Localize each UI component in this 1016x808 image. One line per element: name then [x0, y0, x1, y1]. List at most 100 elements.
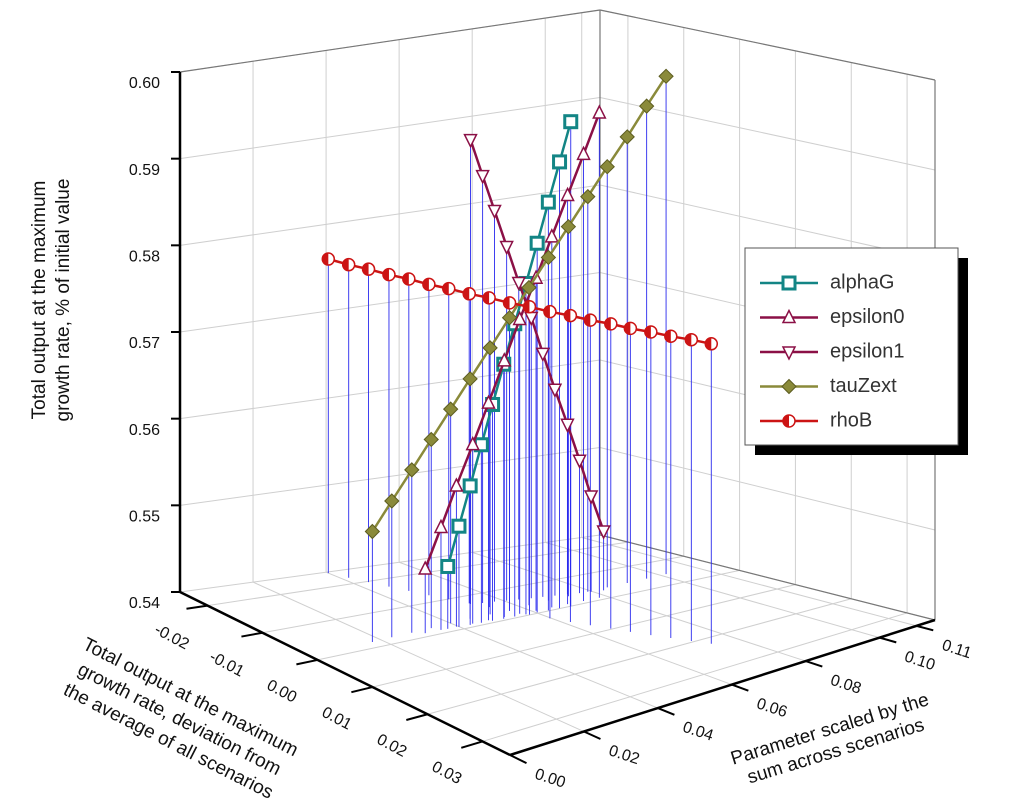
marker-half — [483, 291, 490, 304]
marker — [544, 228, 560, 243]
z-tick-label: 0.59 — [129, 162, 160, 179]
marker — [619, 129, 635, 145]
legend-label: rhoB — [830, 409, 872, 431]
y-tick — [583, 730, 601, 740]
marker-half — [362, 263, 369, 276]
z-tick-label: 0.54 — [129, 595, 160, 612]
grid-line — [482, 612, 908, 742]
grid-line — [179, 97, 601, 160]
grid-line — [317, 569, 740, 661]
marker — [540, 194, 556, 210]
box-edge — [599, 534, 936, 621]
marker — [781, 308, 797, 324]
marker — [524, 311, 539, 327]
marker-half — [422, 278, 429, 291]
legend-label: alphaG — [830, 271, 895, 293]
x-tick-label: 0.02 — [374, 731, 410, 761]
grid-line — [398, 561, 732, 686]
marker-half — [584, 314, 591, 327]
marker-half — [402, 273, 409, 286]
y-tick — [879, 636, 897, 644]
legend-label: epsilon1 — [830, 340, 905, 362]
x-tick — [351, 686, 373, 694]
marker — [664, 329, 678, 344]
marker-half — [685, 333, 692, 346]
marker — [563, 114, 579, 130]
marker — [404, 462, 420, 478]
marker — [502, 296, 517, 310]
marker — [442, 281, 456, 296]
marker-half — [382, 268, 389, 281]
y-tick-label: 0.06 — [754, 695, 789, 721]
z-tick-label: 0.55 — [129, 509, 160, 526]
marker — [782, 414, 796, 428]
marker — [382, 267, 396, 282]
marker — [552, 154, 568, 170]
y-tick — [509, 754, 527, 765]
grid-line — [179, 534, 601, 593]
marker — [583, 490, 599, 505]
marker — [440, 558, 456, 574]
marker — [521, 279, 537, 296]
marker — [560, 418, 575, 433]
marker — [623, 321, 638, 336]
marker — [583, 313, 598, 327]
marker-half — [644, 325, 651, 338]
x-tick — [241, 631, 263, 638]
y-tick-label: 0.04 — [680, 719, 715, 745]
y-axis — [509, 618, 936, 757]
marker — [535, 347, 551, 362]
marker — [475, 169, 490, 185]
marker — [512, 310, 527, 326]
marker — [781, 378, 797, 395]
grid-line — [179, 359, 601, 420]
grid-line — [599, 97, 936, 171]
marker — [576, 145, 591, 161]
marker — [522, 300, 537, 314]
marker — [364, 523, 381, 540]
series-line — [371, 75, 668, 533]
marker — [465, 436, 480, 451]
grid-line — [599, 447, 936, 531]
marker — [402, 272, 416, 286]
marker — [684, 332, 699, 347]
grid-line — [372, 584, 796, 688]
marker — [596, 525, 611, 540]
legend-label: epsilon0 — [830, 306, 905, 328]
marker — [781, 346, 797, 361]
marker — [781, 275, 797, 291]
box-edge — [179, 9, 601, 73]
grid-line — [179, 447, 601, 506]
marker — [501, 309, 518, 326]
marker — [497, 352, 512, 367]
x-tick-label: -0.01 — [207, 648, 247, 680]
marker — [423, 431, 439, 448]
marker — [433, 518, 449, 534]
marker-half — [705, 337, 712, 350]
marker — [560, 218, 577, 235]
x-tick-label: 0.01 — [319, 704, 355, 734]
grid-line — [545, 541, 880, 639]
z-axis-title: growth rate, % of initial value — [53, 179, 74, 422]
z-tick-label: 0.60 — [129, 75, 160, 92]
marker-half — [664, 330, 671, 343]
legend: alphaG epsilon0 epsilon1 tauZext rhoB — [744, 247, 968, 455]
marker — [481, 394, 496, 409]
x-tick — [296, 658, 318, 666]
y-tick-label: 0.10 — [902, 648, 937, 674]
marker-half — [523, 300, 530, 313]
marker-half — [442, 282, 449, 295]
series-line — [469, 139, 605, 532]
marker-half — [783, 415, 789, 427]
series-line — [424, 112, 601, 570]
grid-line — [427, 598, 852, 715]
marker — [482, 340, 498, 356]
marker — [572, 454, 587, 469]
marker — [644, 325, 658, 339]
marker — [449, 477, 464, 492]
box-edge — [599, 9, 936, 81]
marker — [463, 133, 478, 149]
y-tick — [731, 683, 749, 692]
grid-line — [207, 541, 628, 607]
